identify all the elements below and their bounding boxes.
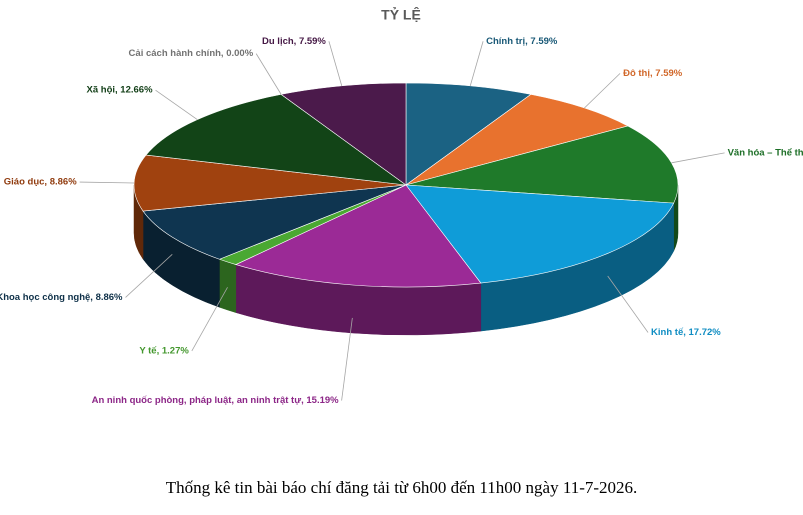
- slice: [145, 94, 408, 186]
- labels: Chính trị, 7.59% Đô thị, 7.59% Văn hóa – T…: [0, 36, 803, 406]
- leader-line: [125, 254, 173, 298]
- leader-line: [255, 53, 282, 95]
- data-label: Y tế, 1.27%: [139, 345, 189, 356]
- leader-line: [155, 89, 198, 120]
- slice-side: [219, 258, 237, 313]
- leader-line: [328, 41, 343, 86]
- data-label: Văn hóa – Thể thao, 12.66%: [728, 147, 803, 158]
- leader-line: [671, 152, 725, 164]
- slice: [405, 82, 532, 186]
- slice: [405, 94, 629, 186]
- chart-title: TỶ LỆ: [381, 6, 421, 23]
- data-label: Du lịch, 7.59%: [262, 36, 326, 47]
- data-label: Kinh tế, 17.72%: [651, 327, 721, 338]
- data-label: Khoa học công nghệ, 8.86%: [0, 292, 123, 303]
- data-label: Cải cách hành chính, 0.00%: [129, 48, 254, 59]
- leader-line: [79, 181, 135, 184]
- data-label: Đô thị, 7.59%: [623, 68, 683, 79]
- leader-line: [191, 287, 228, 352]
- data-label: Chính trị, 7.59%: [486, 36, 558, 47]
- leader-line: [341, 317, 353, 401]
- leader-line: [607, 275, 649, 333]
- caption: Thống kê tin bài báo chí đăng tải từ 6h0…: [165, 478, 638, 497]
- slice: [142, 184, 407, 260]
- data-label: An ninh quốc phòng, pháp luật, an ninh t…: [92, 395, 340, 406]
- slice: [405, 184, 675, 284]
- chart: TỶ LỆ Chính trị, 7.59% Đô thị, 7.59% Văn h…: [0, 6, 803, 406]
- leader-line: [469, 41, 484, 86]
- data-label: Xã hội, 12.66%: [87, 85, 154, 96]
- tops: [133, 82, 679, 288]
- data-label: Giáo dục, 8.86%: [4, 177, 77, 188]
- leader-line: [584, 73, 621, 109]
- slice: [235, 184, 482, 288]
- sides: [133, 184, 679, 336]
- slice: [280, 82, 407, 186]
